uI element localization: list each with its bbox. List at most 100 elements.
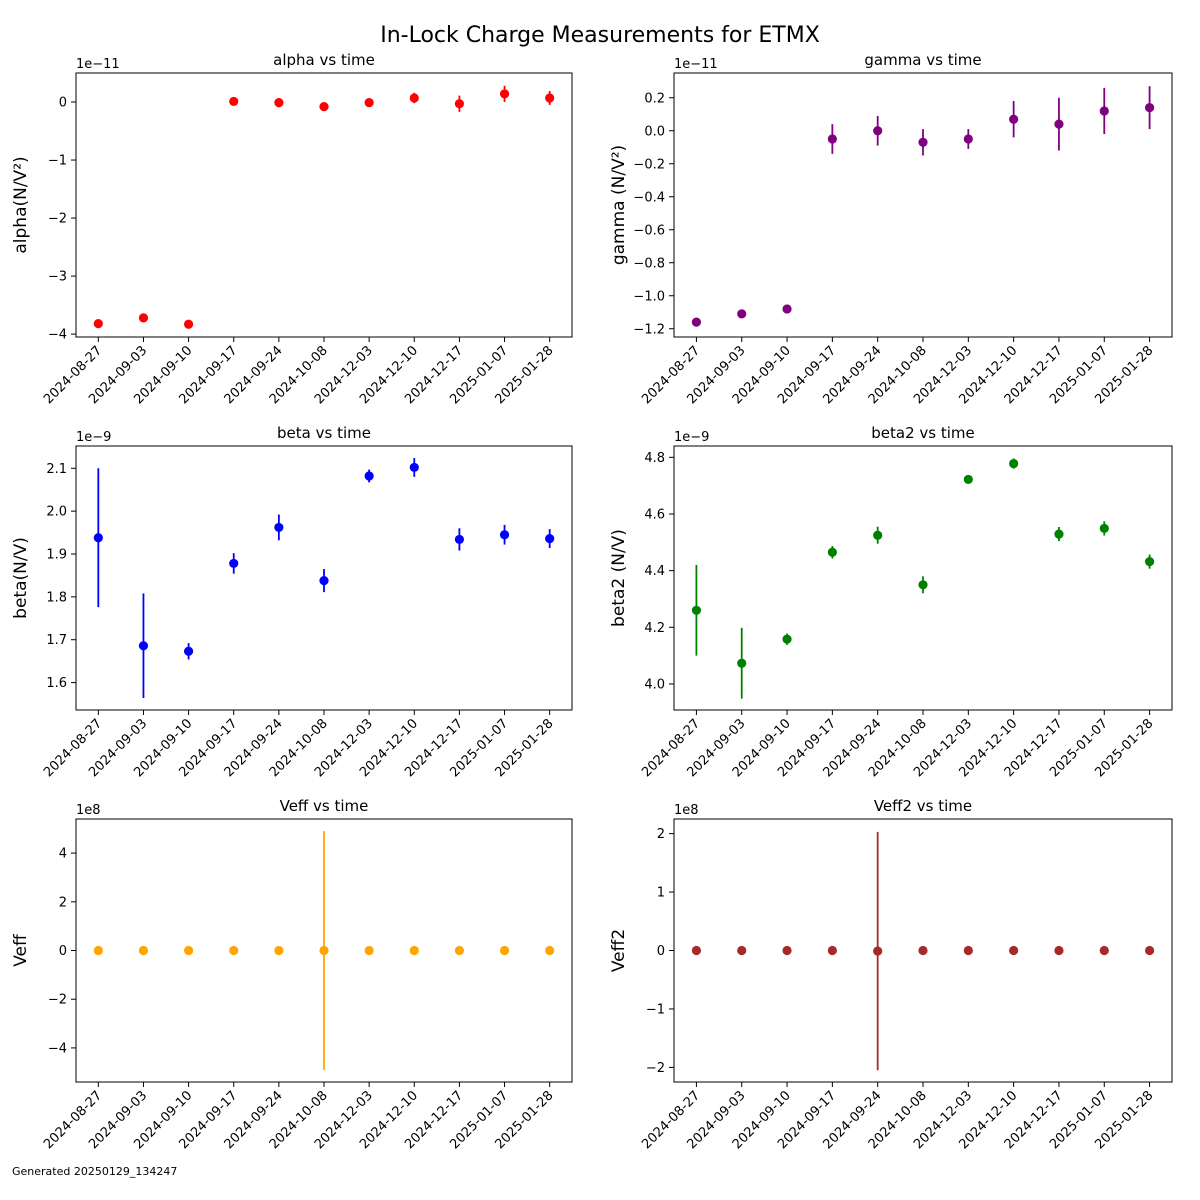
y-tick-label: −1 bbox=[646, 1002, 665, 1017]
y-tick-label: 0.2 bbox=[644, 91, 665, 106]
y-tick-label: −4 bbox=[48, 328, 67, 343]
y-offset-text: 1e8 bbox=[674, 803, 699, 818]
subplot-title: gamma vs time bbox=[864, 51, 981, 69]
subplot-3: beta2 vs time 1e−9 beta2 (N/V) 4.0 4.2 4.4 4.6… bbox=[609, 424, 1173, 780]
data-point bbox=[1054, 119, 1064, 129]
figure-suptitle: In-Lock Charge Measurements for ETMX bbox=[380, 23, 820, 48]
data-point bbox=[499, 530, 510, 540]
data-point bbox=[545, 93, 555, 103]
data-point bbox=[1099, 945, 1109, 956]
y-tick-label: 4.8 bbox=[644, 451, 665, 466]
y-tick-label: 0.0 bbox=[644, 124, 665, 139]
subplot-0: alpha vs time1e−11alpha(N/V²)−4−3−2−1020… bbox=[11, 51, 573, 407]
y-offset-text: 1e8 bbox=[76, 803, 101, 818]
subplot-title: Veff2 vs time bbox=[874, 797, 972, 815]
y-axis-label: Veff bbox=[11, 933, 31, 967]
subplot-title: alpha vs time bbox=[273, 51, 375, 69]
subplot-1: gamma vs time 1e−11 gamma (N/V²) −1.2 −1.0 −0… bbox=[609, 51, 1173, 407]
axes-frame bbox=[75, 72, 573, 338]
data-point bbox=[274, 97, 284, 108]
data-point bbox=[545, 945, 555, 956]
data-point bbox=[873, 530, 883, 540]
y-offset-text: 1e−9 bbox=[76, 430, 111, 445]
data-point bbox=[545, 533, 555, 544]
y-tick-label: 2 bbox=[657, 827, 665, 842]
data-point bbox=[691, 317, 702, 327]
data-point bbox=[737, 945, 747, 956]
y-tick-label: −3 bbox=[48, 270, 67, 285]
y-tick-label: 1.9 bbox=[46, 548, 67, 563]
data-point bbox=[183, 646, 194, 656]
y-axis-label: beta(N/V) bbox=[11, 537, 31, 619]
data-point bbox=[138, 313, 149, 323]
y-tick-label: −2 bbox=[48, 212, 67, 227]
data-point bbox=[782, 634, 792, 644]
data-point bbox=[93, 533, 103, 543]
data-point bbox=[1009, 458, 1019, 469]
y-tick-label: −0.6 bbox=[633, 223, 665, 238]
y-tick-label: 2.1 bbox=[46, 462, 67, 477]
data-point bbox=[274, 522, 284, 533]
y-tick-label: −2 bbox=[48, 993, 67, 1008]
data-point bbox=[409, 93, 419, 103]
data-point bbox=[319, 102, 329, 112]
y-tick-label: 4.0 bbox=[644, 677, 665, 692]
y-tick-label: 4.4 bbox=[644, 564, 665, 579]
data-point bbox=[918, 945, 928, 956]
y-tick-label: 4 bbox=[59, 847, 67, 862]
data-point bbox=[454, 99, 465, 109]
data-point bbox=[1099, 106, 1109, 116]
y-tick-label: 2 bbox=[59, 895, 67, 910]
data-point bbox=[1009, 114, 1019, 124]
subplot-title: Veff vs time bbox=[280, 797, 369, 815]
data-point bbox=[409, 945, 419, 956]
data-point bbox=[229, 558, 239, 569]
data-point bbox=[364, 97, 374, 108]
data-point bbox=[1144, 945, 1155, 956]
data-point bbox=[499, 89, 510, 99]
data-point bbox=[454, 945, 465, 956]
data-point bbox=[827, 547, 837, 557]
y-axis-label: gamma (N/V²) bbox=[609, 145, 629, 265]
y-tick-label: −0.2 bbox=[633, 157, 665, 172]
y-tick-label: 0 bbox=[657, 944, 665, 959]
y-offset-text: 1e−11 bbox=[76, 57, 120, 72]
data-point bbox=[229, 96, 239, 107]
y-tick-label: −1 bbox=[48, 154, 67, 169]
data-point bbox=[1054, 945, 1064, 956]
y-tick-label: −1.2 bbox=[633, 322, 665, 337]
data-point bbox=[319, 945, 329, 956]
data-point bbox=[364, 471, 374, 481]
data-point bbox=[691, 945, 702, 956]
y-tick-label: −4 bbox=[48, 1041, 67, 1056]
y-axis-label: Veff2 bbox=[609, 929, 629, 972]
data-point bbox=[918, 580, 928, 590]
data-point bbox=[873, 946, 883, 956]
data-point bbox=[963, 134, 973, 144]
data-point bbox=[1144, 556, 1155, 567]
y-tick-label: −0.4 bbox=[633, 190, 665, 205]
y-tick-label: 4.6 bbox=[644, 507, 665, 522]
y-tick-label: 4.2 bbox=[644, 621, 665, 636]
y-axis-label: beta2 (N/V) bbox=[609, 529, 629, 627]
y-tick-label: 0 bbox=[59, 96, 67, 111]
data-point bbox=[963, 474, 973, 485]
data-point bbox=[93, 319, 103, 329]
y-tick-label: −1.0 bbox=[633, 289, 665, 304]
data-point bbox=[454, 534, 465, 545]
data-point bbox=[1009, 945, 1019, 956]
data-point bbox=[364, 945, 374, 956]
y-offset-text: 1e−9 bbox=[674, 430, 709, 445]
subplot-4: Veff vs time1e8Veff−4−20242024-08-272024… bbox=[11, 797, 573, 1152]
y-tick-label: 1 bbox=[657, 886, 665, 901]
data-point bbox=[827, 945, 837, 956]
subplot-title: beta vs time bbox=[277, 424, 371, 442]
subplot-title: beta2 vs time bbox=[871, 424, 974, 442]
subplot-grid: alpha vs time 1e−11 alpha(N/V²) −4 −3 −2 −1 0 2 0… bbox=[11, 51, 1173, 1152]
y-tick-label: 2.0 bbox=[46, 505, 67, 520]
data-point bbox=[918, 137, 928, 147]
data-point bbox=[1054, 529, 1064, 539]
y-axis-label: alpha(N/V²) bbox=[11, 156, 31, 253]
data-point bbox=[827, 134, 837, 144]
